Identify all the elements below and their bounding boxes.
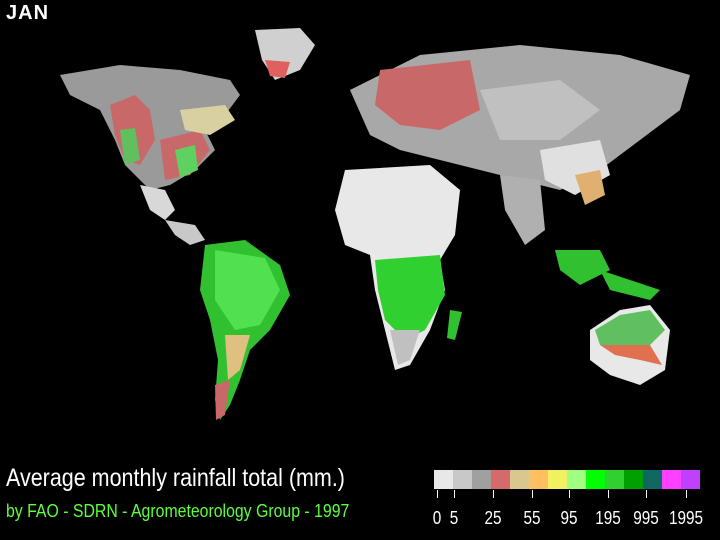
legend-swatch xyxy=(662,470,681,489)
north-america xyxy=(60,28,315,245)
map-title: Average monthly rainfall total (mm.) xyxy=(6,464,345,492)
legend-swatch xyxy=(643,470,662,489)
legend-swatch xyxy=(491,470,510,489)
rainfall-legend xyxy=(434,470,706,530)
legend-swatch xyxy=(624,470,643,489)
month-label: JAN xyxy=(6,2,50,24)
legend-tick-label: 95 xyxy=(560,508,578,528)
legend-swatch xyxy=(453,470,472,489)
legend-tick xyxy=(454,490,455,498)
legend-tick-label: 995 xyxy=(633,508,659,528)
world-rainfall-map xyxy=(60,28,690,420)
legend-tick-label: 195 xyxy=(595,508,621,528)
legend-swatch xyxy=(472,470,491,489)
south-america xyxy=(200,240,290,420)
legend-tick xyxy=(686,490,687,498)
africa xyxy=(335,165,462,370)
eurasia xyxy=(350,45,690,300)
legend-tick xyxy=(569,490,570,498)
legend-swatch xyxy=(434,470,453,489)
legend-swatch xyxy=(605,470,624,489)
legend-swatch xyxy=(548,470,567,489)
legend-tick xyxy=(532,490,533,498)
legend-swatch xyxy=(510,470,529,489)
legend-tick-label: 5 xyxy=(449,508,459,528)
legend-tick xyxy=(646,490,647,498)
legend-tick-label: 0 xyxy=(432,508,442,528)
legend-tick-label: 55 xyxy=(523,508,541,528)
legend-tick xyxy=(608,490,609,498)
legend-tick xyxy=(493,490,494,498)
legend-swatch xyxy=(567,470,586,489)
legend-tick xyxy=(437,490,438,498)
australia xyxy=(590,305,670,385)
legend-swatch xyxy=(586,470,605,489)
legend-tick-label: 25 xyxy=(484,508,502,528)
legend-tick-label: 1995 xyxy=(668,508,704,528)
legend-swatch xyxy=(681,470,700,489)
legend-swatch xyxy=(529,470,548,489)
credit-line: by FAO - SDRN - Agrometeorology Group - … xyxy=(6,501,350,521)
